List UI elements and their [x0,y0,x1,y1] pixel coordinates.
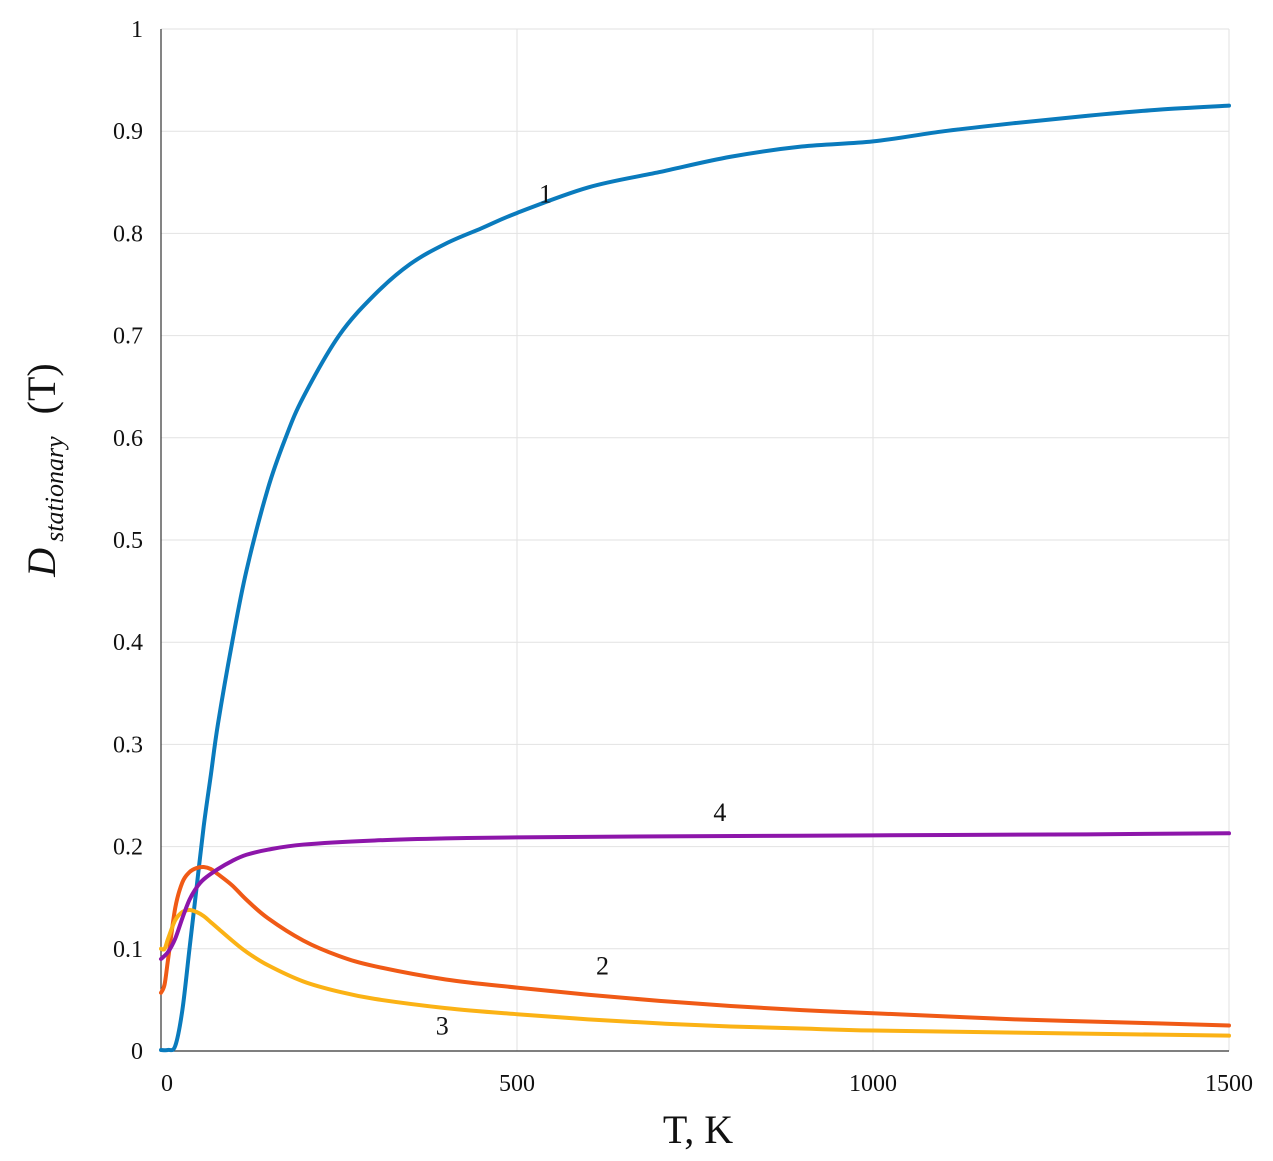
y-tick-label: 0.1 [113,937,143,963]
series-1-label: 1 [539,180,552,209]
grid [160,28,1230,1052]
y-tick-label: 0.8 [113,221,143,247]
y-axis-label-subscript: stationary [40,436,69,542]
y-tick-label: 0.2 [113,835,143,861]
y-axis-label-main: D [19,548,64,578]
x-tick-label: 1500 [1205,1071,1253,1097]
y-axis-label: Dstationary (T) [19,363,69,577]
tick-labels: 0 0.1 0.2 0.3 0.4 0.5 0.6 0.7 0.8 0.9 1 0 500 1000 150… [113,17,1253,1097]
series-2-line [159,865,1231,1028]
series-4-label: 4 [713,798,726,827]
x-tick-label: 500 [499,1071,535,1097]
series-3-line [159,907,1231,1038]
y-axis-label-tail: (T) [19,363,64,414]
y-tick-label: 0 [131,1039,143,1065]
svg-text:Dstationary(T): Dstationary (T) [19,363,69,577]
axes [160,29,1229,1052]
y-tick-label: 0.9 [113,119,143,145]
series-4-line [159,831,1231,962]
series-1-line [159,103,1231,1053]
series-group [159,103,1231,1053]
y-tick-label: 0.6 [113,426,143,452]
y-tick-label: 0.4 [113,630,143,656]
x-tick-label: 0 [161,1071,173,1097]
y-tick-label: 0.7 [113,324,143,350]
y-tick-label: 1 [131,17,143,43]
y-tick-label: 0.5 [113,528,143,554]
y-tick-label: 0.3 [113,732,143,758]
curve-labels: 1 2 3 4 [436,180,727,1041]
series-2-label: 2 [596,951,609,980]
x-tick-label: 1000 [849,1071,897,1097]
series-3-label: 3 [436,1012,449,1041]
x-axis-label: T, K [663,1107,733,1152]
